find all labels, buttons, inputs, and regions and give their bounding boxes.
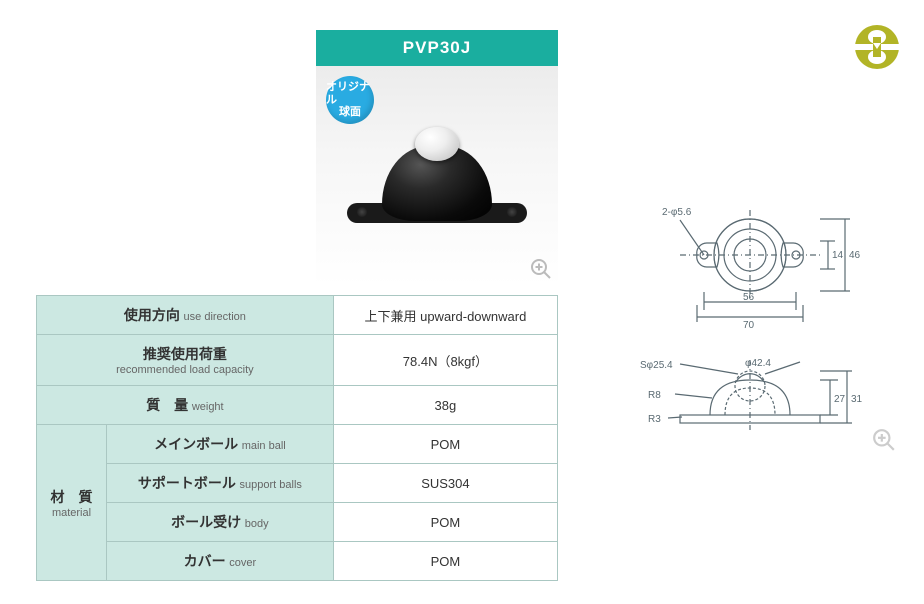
value: POM [333, 542, 557, 581]
value: POM [333, 503, 557, 542]
row-use-direction: 使用方向 use direction 上下兼用 upward-downward [37, 296, 558, 335]
row-cover: カバー cover POM [37, 542, 558, 581]
product-illustration [347, 121, 527, 231]
dim-outer: φ42.4 [745, 358, 771, 369]
dim-holes: 2-φ5.6 [662, 207, 692, 218]
value: SUS304 [333, 464, 557, 503]
product-column: PVP30J オリジナル 球面 [316, 30, 558, 286]
dim-27: 27 [834, 394, 846, 405]
badge-line1: オリジナル [326, 81, 374, 106]
dim-70: 70 [743, 320, 755, 331]
magnify-icon[interactable] [530, 258, 552, 280]
label-en: body [245, 518, 269, 530]
label-en: support balls [240, 479, 302, 491]
value: 38g [333, 386, 557, 425]
badge-line2: 球面 [339, 106, 361, 119]
label-jp: カバー [184, 553, 226, 569]
dim-31: 31 [851, 394, 863, 405]
spec-table: 使用方向 use direction 上下兼用 upward-downward … [36, 295, 558, 581]
dim-r3: R3 [648, 414, 661, 425]
row-support-balls: サポートボール support balls SUS304 [37, 464, 558, 503]
value: POM [333, 425, 557, 464]
value: 上下兼用 upward-downward [333, 296, 557, 335]
dim-r8: R8 [648, 390, 661, 401]
label-en: weight [192, 401, 224, 413]
row-main-ball: 材 質 material メインボール main ball POM [37, 425, 558, 464]
original-sphere-badge: オリジナル 球面 [326, 76, 374, 124]
magnify-icon[interactable] [872, 428, 896, 455]
product-image[interactable]: オリジナル 球面 [316, 66, 558, 286]
row-body: ボール受け body POM [37, 503, 558, 542]
label-jp: ボール受け [171, 514, 241, 530]
label-en: cover [229, 557, 256, 569]
brand-logo [854, 24, 900, 70]
dim-sphere: Sφ25.4 [640, 360, 673, 371]
label-jp: 材 質 [47, 487, 96, 507]
row-load: 推奨使用荷重 recommended load capacity 78.4N（8… [37, 335, 558, 386]
label-jp: 推奨使用荷重 [47, 344, 323, 364]
label-jp: サポートボール [138, 475, 236, 491]
label-jp: 質 量 [146, 397, 188, 413]
label-en: recommended load capacity [47, 364, 323, 376]
label-jp: メインボール [154, 436, 238, 452]
technical-drawing[interactable]: 14 46 2-φ5.6 56 70 [620, 200, 880, 450]
product-code-header: PVP30J [316, 30, 558, 66]
value: 78.4N（8kgf） [333, 335, 557, 386]
dim-14: 14 [832, 250, 844, 261]
label-en: use direction [184, 311, 246, 323]
label-jp: 使用方向 [124, 307, 180, 323]
dim-46: 46 [849, 250, 861, 261]
label-en: material [47, 507, 96, 519]
label-en: main ball [242, 440, 286, 452]
dim-56: 56 [743, 292, 755, 303]
row-weight: 質 量 weight 38g [37, 386, 558, 425]
